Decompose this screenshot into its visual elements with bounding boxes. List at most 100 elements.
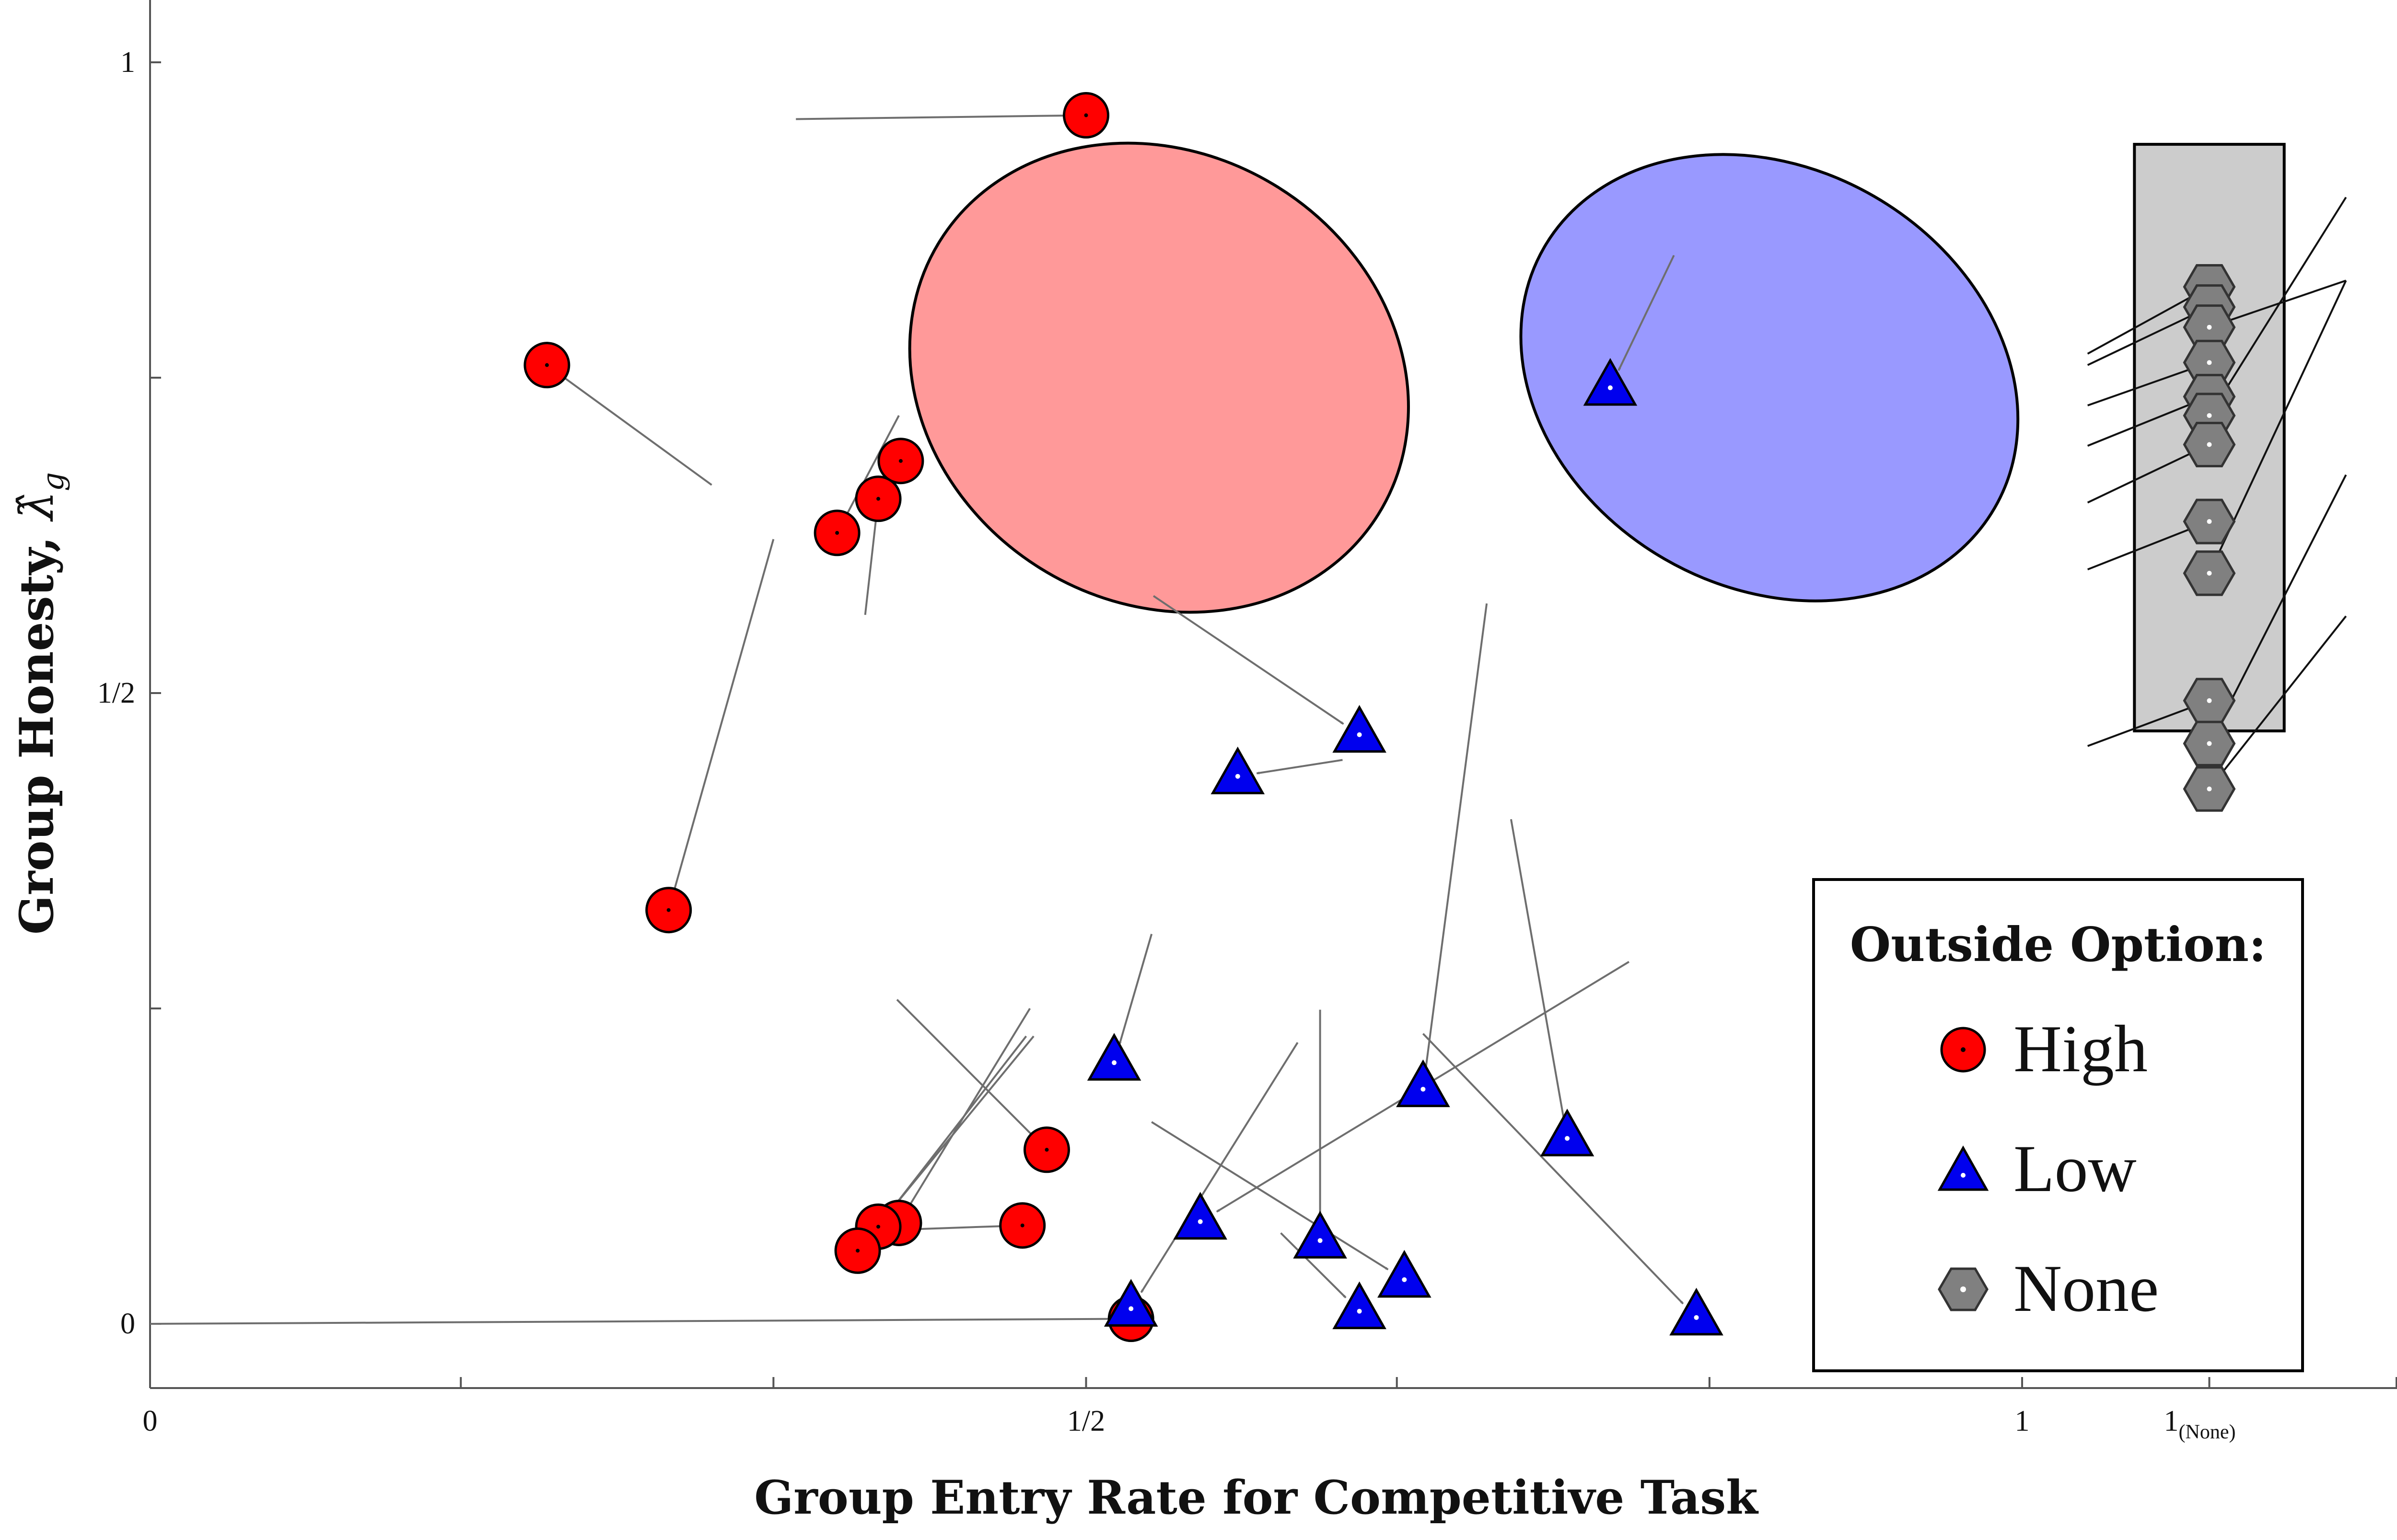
- legend-none-marker-dot: [1960, 1286, 1966, 1292]
- point-low-10: [1332, 1281, 1386, 1330]
- arrow-low-1: [1152, 595, 1344, 725]
- arrow-none-5: [2211, 197, 2347, 413]
- x-tick-label-2: 1: [2015, 1405, 2030, 1437]
- y-axis-title-symbol: λ̂: [10, 491, 64, 522]
- legend-low-marker-dot: [1961, 1173, 1966, 1178]
- x-tick-label-1: 1/2: [1067, 1405, 1105, 1437]
- arrow-none-10: [2210, 474, 2347, 741]
- point-high-2-center: [898, 459, 903, 463]
- point-low-8-center: [1402, 1277, 1407, 1282]
- point-low-2: [1210, 746, 1265, 795]
- point-low-8: [1377, 1250, 1431, 1298]
- y-tick-label-2: 1: [120, 46, 135, 79]
- point-none-11-center: [2207, 787, 2212, 792]
- y-tick-label-1: 1/2: [97, 677, 135, 709]
- point-none-5-center: [2207, 413, 2212, 418]
- arrow-low-11: [1140, 1042, 1299, 1293]
- point-low-11: [1104, 1279, 1158, 1327]
- arrow-low-9: [1422, 1033, 1684, 1305]
- arrow-none-1: [2087, 308, 2207, 366]
- point-low-5-center: [1565, 1136, 1570, 1141]
- point-none-6-center: [2207, 442, 2212, 447]
- movement-arrows: [150, 114, 2347, 1325]
- arrow-high-5: [673, 539, 775, 892]
- point-none-9-center: [2207, 698, 2212, 703]
- arrow-none-6: [2087, 445, 2207, 504]
- axis-ticks: 0 1/2 1 1(None)01/21: [97, 46, 2397, 1443]
- arrow-high-4: [845, 415, 900, 517]
- point-high-1-center: [545, 363, 549, 367]
- point-low-9-center: [1694, 1315, 1699, 1320]
- arrow-high-6: [896, 999, 1034, 1137]
- point-high-4-center: [835, 531, 839, 535]
- ellipse-low: [1519, 153, 2020, 602]
- legend: Outside Option: High Low None: [1812, 878, 2304, 1372]
- point-high-0-center: [1084, 113, 1088, 117]
- point-high-9-center: [1020, 1223, 1024, 1227]
- legend-low-label: Low: [2013, 1132, 2137, 1206]
- y-axis-title-subscript: g: [35, 472, 70, 491]
- point-low-6: [1173, 1192, 1227, 1240]
- point-low-4: [1396, 1059, 1450, 1107]
- point-low-11-center: [1129, 1306, 1134, 1311]
- arrow-none-11: [2211, 615, 2347, 787]
- point-low-7-center: [1317, 1238, 1323, 1243]
- legend-low-marker: [1937, 1145, 1989, 1191]
- arrow-low-5: [1510, 819, 1565, 1120]
- arrow-high-11: [150, 1317, 1112, 1325]
- point-low-1: [1332, 705, 1386, 753]
- arrow-low-10: [1280, 1232, 1347, 1298]
- point-low-3: [1087, 1033, 1141, 1081]
- ellipse-high: [908, 141, 1410, 614]
- x-tick-label-none-sub: (None): [2179, 1421, 2236, 1443]
- arrow-high-1: [562, 375, 712, 486]
- point-low-1-center: [1357, 732, 1362, 737]
- legend-box: [1812, 878, 2304, 1372]
- legend-high-marker-dot: [1961, 1047, 1966, 1052]
- arrow-none-4: [2087, 397, 2206, 447]
- arrow-none-9: [2087, 701, 2206, 747]
- point-low-10-center: [1357, 1308, 1362, 1314]
- point-low-2-center: [1235, 774, 1240, 779]
- legend-high-label: High: [2013, 1012, 2148, 1086]
- point-low-9: [1669, 1287, 1723, 1336]
- legend-none-label: None: [2013, 1251, 2159, 1326]
- point-low-0-center: [1607, 385, 1613, 391]
- x-axis-title: Group Entry Rate for Competitive Task: [754, 1471, 1759, 1525]
- y-tick-label-0: 0: [120, 1308, 135, 1340]
- x-tick-label-none: 1(None): [2164, 1405, 2236, 1443]
- arrow-low-4: [1424, 603, 1488, 1071]
- arrow-high-3: [864, 517, 877, 615]
- point-low-6-center: [1198, 1219, 1203, 1224]
- x-tick-label-0: 0: [143, 1405, 158, 1437]
- arrow-none-0: [2087, 288, 2207, 355]
- point-high-3-center: [876, 497, 881, 501]
- point-low-3-center: [1112, 1060, 1117, 1065]
- point-low-4-center: [1420, 1087, 1426, 1092]
- point-low-7: [1293, 1211, 1347, 1259]
- legend-title: Outside Option:: [1850, 917, 2266, 973]
- arrow-low-8: [1151, 1121, 1389, 1271]
- point-high-8-center: [876, 1225, 881, 1229]
- arrow-none-7: [2087, 522, 2206, 570]
- point-none-10-center: [2207, 741, 2212, 746]
- point-none-8-center: [2207, 570, 2212, 576]
- point-high-5-center: [666, 908, 671, 912]
- point-none-2-center: [2207, 324, 2212, 330]
- data-points: [524, 92, 2236, 1342]
- confidence-ellipses: [908, 141, 2020, 614]
- point-low-5: [1540, 1108, 1594, 1157]
- point-low-0: [1583, 358, 1638, 406]
- point-high-10-center: [856, 1249, 860, 1253]
- arrow-high-7: [908, 1007, 1031, 1207]
- point-none-7-center: [2207, 519, 2212, 524]
- arrow-none-3: [2087, 363, 2206, 406]
- x-tick-label-none-main: 1: [2164, 1405, 2179, 1437]
- point-high-6-center: [1045, 1147, 1049, 1152]
- arrow-high-0: [796, 114, 1068, 120]
- y-axis-title: Group Honesty, λ̂g: [10, 472, 70, 935]
- point-none-3-center: [2207, 360, 2212, 365]
- arrow-low-0: [1617, 255, 1675, 371]
- arrow-low-3: [1118, 934, 1153, 1045]
